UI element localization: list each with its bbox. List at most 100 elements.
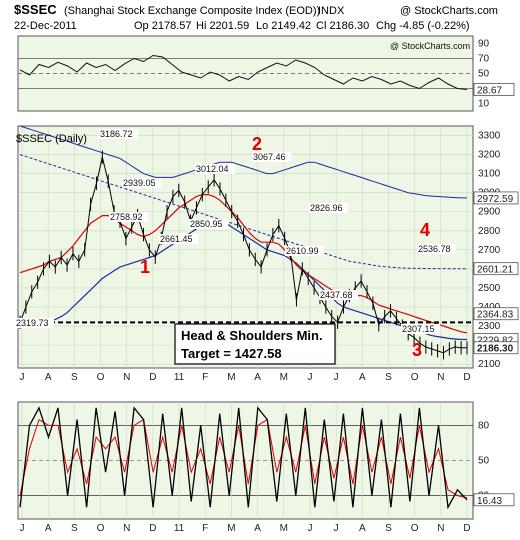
annotation-value-label: 2437.68 <box>320 290 353 300</box>
price-y-tick-label: 2900 <box>478 207 501 218</box>
price-right-tag-box <box>473 262 519 276</box>
price-x-tick-label: A <box>45 372 52 383</box>
stochastic-x-tick-label: S <box>385 523 392 534</box>
price-y-tick-label: 2500 <box>478 283 501 294</box>
price-x-tick-label: N <box>437 372 444 383</box>
price-right-tag-label: 2972.59 <box>477 194 514 205</box>
stochastic-x-tick-label: M <box>227 523 235 534</box>
price-y-tick-label: 2800 <box>478 226 501 237</box>
price-x-tick-label: F <box>202 372 208 383</box>
price-x-tick-label: S <box>71 372 78 383</box>
moving-average-red-line <box>19 194 468 334</box>
price-right-tag-box <box>473 307 519 321</box>
stochastic-last-value-tag <box>473 493 515 507</box>
chart-index-name: (Shanghai Stock Exchange Composite Index… <box>64 5 320 17</box>
price-right-tag-label: 2601.21 <box>477 265 514 276</box>
annotation-label-bg <box>159 234 199 244</box>
annotation-label-bg <box>309 203 349 213</box>
annotation-value-label: 3186.72 <box>100 129 133 139</box>
stochastic-x-tick-label: F <box>202 523 208 534</box>
annotation-label-bg <box>401 324 441 334</box>
target-box-line-1: Head & Shoulders Min. <box>181 328 323 343</box>
price-right-tag-label: 2364.83 <box>477 310 514 321</box>
stochastic-y-tick-label: 50 <box>478 456 490 467</box>
annotation-value-label: 2850.95 <box>190 219 223 229</box>
annotation-value-label: 3067.46 <box>253 152 286 162</box>
rsi-layer: 28.67 <box>19 54 515 96</box>
stochastic-x-tick-label: N <box>437 523 444 534</box>
annotation-value-label: 2319.73 <box>16 318 49 328</box>
annotation-value-label: 2758.92 <box>110 212 143 222</box>
price-x-tick-label: J <box>20 372 25 383</box>
target-text-box <box>174 323 336 365</box>
high-value: Hi 2201.59 <box>196 20 249 32</box>
rsi-y-tick-label: 50 <box>478 69 490 80</box>
change-value: Chg -4.85 (-0.22%) <box>376 20 470 32</box>
price-x-tick-label: A <box>254 372 261 383</box>
wave-label-4: 4 <box>420 220 430 240</box>
stochastic-x-tick-label: A <box>45 523 52 534</box>
annotation-value-label: 2661.45 <box>160 234 193 244</box>
rsi-last-value-tag <box>473 83 515 96</box>
annotation-value-label: 2536.78 <box>418 244 451 254</box>
price-y-tick-label: 2300 <box>478 321 501 332</box>
stochastic-x-tick-label: D <box>463 523 470 534</box>
chart-symbol: $SSEC <box>14 2 57 17</box>
chart-copyright: @ StockCharts.com <box>400 5 498 17</box>
price-close-line <box>19 156 467 354</box>
stochastic-x-tick-label: 11 <box>174 523 185 534</box>
price-y-tick-label: 3300 <box>478 131 501 142</box>
price-right-tag-label: 2186.30 <box>477 344 514 355</box>
close-value: Cl 2186.30 <box>316 20 369 32</box>
price-x-tick-label: S <box>385 372 392 383</box>
annotation-value-label: 2939.05 <box>123 178 156 188</box>
annotation-label-bg <box>252 152 292 162</box>
annotation-label-bg <box>195 164 235 174</box>
price-x-tick-label: N <box>123 372 130 383</box>
wave-label-1: 1 <box>140 257 150 277</box>
stochastic-x-tick-label: S <box>71 523 78 534</box>
price-y-tick-label: 3100 <box>478 169 501 180</box>
annotation-label-bg <box>189 219 229 229</box>
stochastic-x-tick-label: A <box>359 523 366 534</box>
stochastic-x-tick-label: M <box>280 523 288 534</box>
price-x-tick-label: O <box>411 372 419 383</box>
annotation-label-bg <box>319 290 359 300</box>
annotation-label-bg <box>15 318 55 328</box>
price-y-tick-label: 2100 <box>478 359 501 370</box>
price-x-tick-label: M <box>280 372 288 383</box>
stochastic-x-tick-label: J <box>334 523 339 534</box>
price-panel-title: $SSEC (Daily) <box>16 133 87 145</box>
annotation-label-bg <box>99 129 139 139</box>
price-x-tick-label: J <box>334 372 339 383</box>
stochastic-layer: 16.43 <box>19 406 515 510</box>
rsi-y-tick-label: 10 <box>478 99 490 110</box>
stochastic-x-tick-label: A <box>254 523 261 534</box>
wave-label-2: 2 <box>252 134 262 154</box>
price-x-tick-label: D <box>463 372 470 383</box>
stochastic-x-tick-label: D <box>149 523 156 534</box>
stochastic-x-tick-label: O <box>97 523 105 534</box>
annotation-label-bg <box>285 246 325 256</box>
watermark-text: @ StockCharts.com <box>390 41 470 51</box>
price-right-tag-box <box>473 341 519 355</box>
price-x-tick-label: A <box>359 372 366 383</box>
price-x-tick-label: O <box>97 372 105 383</box>
stochastic-x-tick-label: J <box>307 523 312 534</box>
annotation-label-bg <box>122 178 162 188</box>
price-right-tag-box <box>473 191 519 205</box>
rsi-series-line <box>19 54 468 90</box>
annotation-label-bg <box>109 212 149 222</box>
rsi-y-tick-label: 70 <box>478 54 490 65</box>
annotation-value-label: 2610.99 <box>286 246 319 256</box>
chart-date: 22-Dec-2011 <box>14 20 77 32</box>
target-box-line-2: Target = 1427.58 <box>181 346 282 361</box>
annotation-value-label: 3012.04 <box>196 164 229 174</box>
stochastic-y-tick-label: 80 <box>478 420 490 431</box>
annotation-label-bg <box>417 244 457 254</box>
price-x-tick-label: D <box>149 372 156 383</box>
chart-exchange: INDX <box>318 5 345 17</box>
rsi-y-tick-label: 90 <box>478 39 490 50</box>
